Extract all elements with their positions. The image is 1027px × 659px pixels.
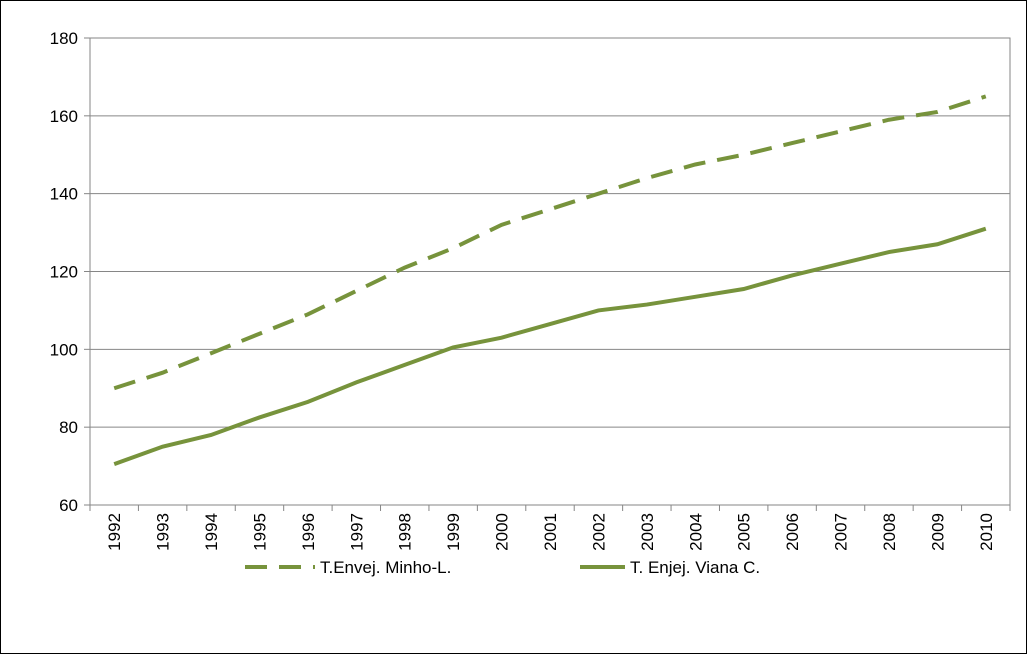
x-tick-label: 2003 xyxy=(638,513,657,551)
x-tick-label: 1994 xyxy=(202,513,221,551)
x-tick-label: 1997 xyxy=(347,513,366,551)
x-tick-label: 1995 xyxy=(250,513,269,551)
y-tick-label: 80 xyxy=(59,418,78,437)
y-tick-label: 160 xyxy=(50,107,78,126)
line-series xyxy=(113,94,987,391)
x-tick-label: 2007 xyxy=(832,513,851,551)
y-tick-label: 180 xyxy=(50,29,78,48)
x-tick-label: 2000 xyxy=(493,513,512,551)
x-tick-label: 1992 xyxy=(105,513,124,551)
x-tick-label: 1998 xyxy=(396,513,415,551)
x-tick-label: 2008 xyxy=(880,513,899,551)
line-series xyxy=(113,226,987,467)
x-tick-label: 1996 xyxy=(299,513,318,551)
x-tick-label: 2001 xyxy=(541,513,560,551)
x-tick-label: 2006 xyxy=(783,513,802,551)
y-tick-label: 140 xyxy=(50,185,78,204)
x-tick-label: 2004 xyxy=(686,513,705,551)
plot-border xyxy=(89,37,1011,506)
x-tick-label: 2002 xyxy=(589,513,608,551)
legend-label: T. Enjej. Viana C. xyxy=(630,558,760,577)
x-tick-label: 1999 xyxy=(444,513,463,551)
y-tick-label: 60 xyxy=(59,496,78,515)
x-tick-label: 2010 xyxy=(977,513,996,551)
y-tick-label: 100 xyxy=(50,340,78,359)
x-tick-label: 2005 xyxy=(735,513,754,551)
x-tick-label: 1993 xyxy=(154,513,173,551)
legend-label: T.Envej. Minho-L. xyxy=(320,558,451,577)
y-tick-label: 120 xyxy=(50,263,78,282)
x-tick-label: 2009 xyxy=(928,513,947,551)
